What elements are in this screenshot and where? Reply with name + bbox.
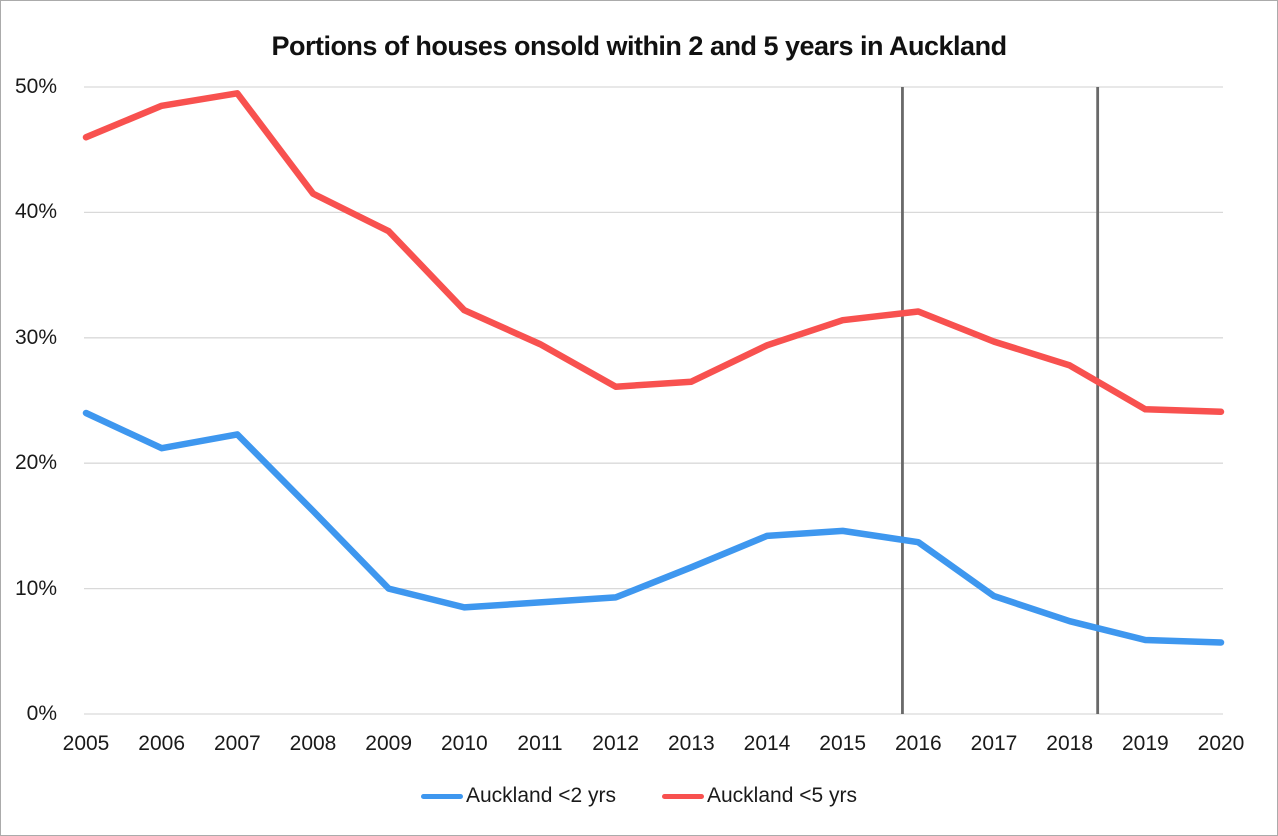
chart-legend: Auckland <2 yrs Auckland <5 yrs	[1, 784, 1277, 808]
x-tick-label: 2011	[517, 732, 563, 755]
x-tick-label: 2005	[62, 732, 110, 755]
series-line	[82, 90, 1225, 416]
legend-line-swatch	[662, 793, 704, 799]
x-tick-label: 2018	[1046, 732, 1094, 755]
x-tick-label: 2019	[1121, 732, 1169, 755]
x-tick-label: 2008	[289, 732, 337, 755]
x-tick-label: 2014	[743, 732, 791, 755]
x-tick-label: 2009	[365, 732, 413, 755]
y-tick-label: 50%	[14, 75, 57, 98]
x-tick-label: 2007	[213, 732, 261, 755]
x-tick-label: 2016	[894, 732, 942, 755]
x-tick-label: 2006	[138, 732, 186, 755]
x-tick-label: 2010	[440, 732, 488, 755]
x-tick-label: 2017	[970, 732, 1018, 755]
y-tick-label: 10%	[14, 576, 57, 600]
y-tick-label: 20%	[14, 451, 57, 475]
legend-line-swatch	[421, 793, 463, 799]
y-tick-label: 30%	[14, 325, 57, 349]
y-tick-label: 0%	[26, 702, 57, 725]
x-tick-label: 2012	[592, 732, 640, 755]
x-tick-label: 2013	[667, 732, 715, 755]
x-tick-label: 2015	[819, 732, 867, 755]
x-tick-label: 2020	[1197, 732, 1245, 755]
y-tick-label: 40%	[14, 200, 57, 224]
legend-item: Auckland <5 yrs	[662, 784, 857, 808]
chart-title: Portions of houses onsold within 2 and 5…	[271, 31, 1007, 61]
legend-label: Auckland <5 yrs	[707, 784, 857, 807]
legend-item: Auckland <2 yrs	[421, 784, 616, 808]
series-line	[82, 409, 1225, 646]
legend-label: Auckland <2 yrs	[466, 784, 616, 807]
